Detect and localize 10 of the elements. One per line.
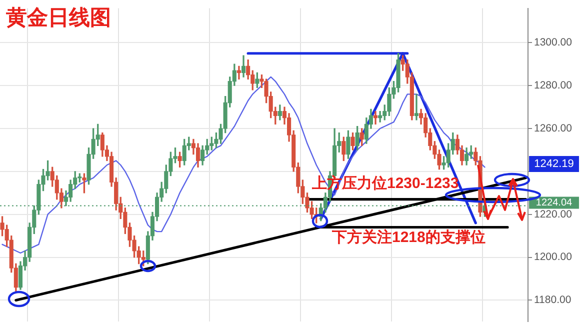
y-tick-label: 1260.00 bbox=[534, 122, 572, 134]
y-tick-label: 1280.00 bbox=[534, 79, 572, 92]
y-tick-label: 1300.00 bbox=[534, 36, 572, 49]
chart-title: 黄金日线图 bbox=[5, 6, 111, 30]
y-tick-label: 1180.00 bbox=[534, 294, 572, 306]
text: 1242.19 bbox=[534, 158, 574, 170]
y-tick-label: 1200.00 bbox=[534, 251, 572, 264]
ref-line-label: 1224.04 bbox=[536, 197, 573, 208]
annotation: 下方关注1218的支撑位 bbox=[331, 228, 486, 246]
y-tick-label: 1220.00 bbox=[534, 208, 572, 220]
